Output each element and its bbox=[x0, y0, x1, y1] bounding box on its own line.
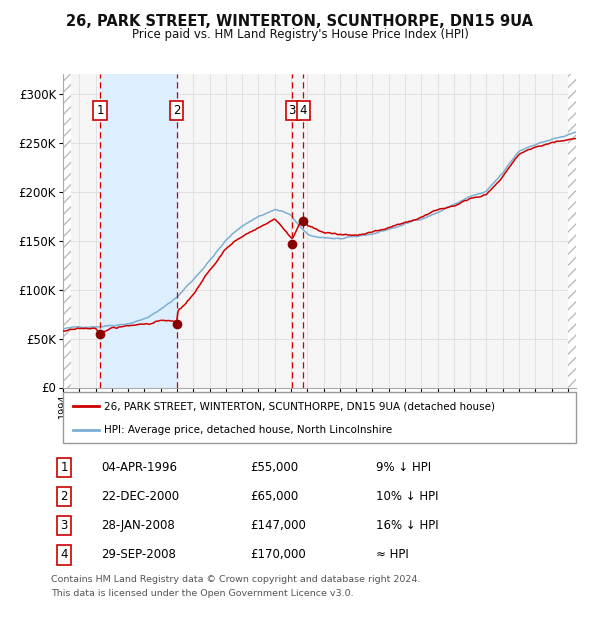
Text: 1: 1 bbox=[61, 461, 68, 474]
Bar bbox=[63, 74, 71, 388]
Text: 26, PARK STREET, WINTERTON, SCUNTHORPE, DN15 9UA: 26, PARK STREET, WINTERTON, SCUNTHORPE, … bbox=[67, 14, 533, 29]
Text: 4: 4 bbox=[61, 548, 68, 561]
Text: ≈ HPI: ≈ HPI bbox=[377, 548, 409, 561]
Text: £65,000: £65,000 bbox=[251, 490, 299, 503]
Bar bbox=[568, 74, 576, 388]
Text: £55,000: £55,000 bbox=[251, 461, 299, 474]
Text: 1: 1 bbox=[96, 104, 104, 117]
Text: 4: 4 bbox=[299, 104, 307, 117]
Text: 2: 2 bbox=[61, 490, 68, 503]
Text: 10% ↓ HPI: 10% ↓ HPI bbox=[377, 490, 439, 503]
Text: £147,000: £147,000 bbox=[251, 519, 307, 532]
Text: HPI: Average price, detached house, North Lincolnshire: HPI: Average price, detached house, Nort… bbox=[104, 425, 392, 435]
Bar bbox=[100, 74, 176, 388]
Text: 3: 3 bbox=[289, 104, 296, 117]
Text: £170,000: £170,000 bbox=[251, 548, 306, 561]
FancyBboxPatch shape bbox=[63, 392, 576, 443]
Text: 16% ↓ HPI: 16% ↓ HPI bbox=[377, 519, 439, 532]
Text: Price paid vs. HM Land Registry's House Price Index (HPI): Price paid vs. HM Land Registry's House … bbox=[131, 28, 469, 41]
Text: 3: 3 bbox=[61, 519, 68, 532]
Text: This data is licensed under the Open Government Licence v3.0.: This data is licensed under the Open Gov… bbox=[51, 589, 353, 598]
Text: 28-JAN-2008: 28-JAN-2008 bbox=[101, 519, 175, 532]
Text: 26, PARK STREET, WINTERTON, SCUNTHORPE, DN15 9UA (detached house): 26, PARK STREET, WINTERTON, SCUNTHORPE, … bbox=[104, 401, 495, 411]
Text: 9% ↓ HPI: 9% ↓ HPI bbox=[377, 461, 431, 474]
Text: 04-APR-1996: 04-APR-1996 bbox=[101, 461, 177, 474]
Text: 22-DEC-2000: 22-DEC-2000 bbox=[101, 490, 179, 503]
Text: 29-SEP-2008: 29-SEP-2008 bbox=[101, 548, 176, 561]
Text: Contains HM Land Registry data © Crown copyright and database right 2024.: Contains HM Land Registry data © Crown c… bbox=[51, 575, 421, 585]
Text: 2: 2 bbox=[173, 104, 181, 117]
